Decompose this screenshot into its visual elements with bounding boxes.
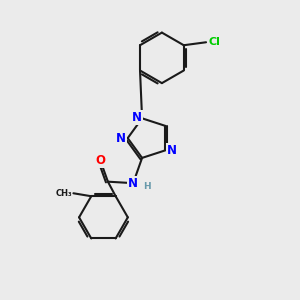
- Text: CH₃: CH₃: [55, 189, 72, 198]
- Text: Cl: Cl: [208, 37, 220, 47]
- Text: N: N: [132, 111, 142, 124]
- Text: N: N: [128, 177, 138, 190]
- Text: N: N: [167, 144, 177, 157]
- Text: O: O: [95, 154, 106, 167]
- Text: N: N: [116, 132, 126, 145]
- Text: H: H: [144, 182, 151, 191]
